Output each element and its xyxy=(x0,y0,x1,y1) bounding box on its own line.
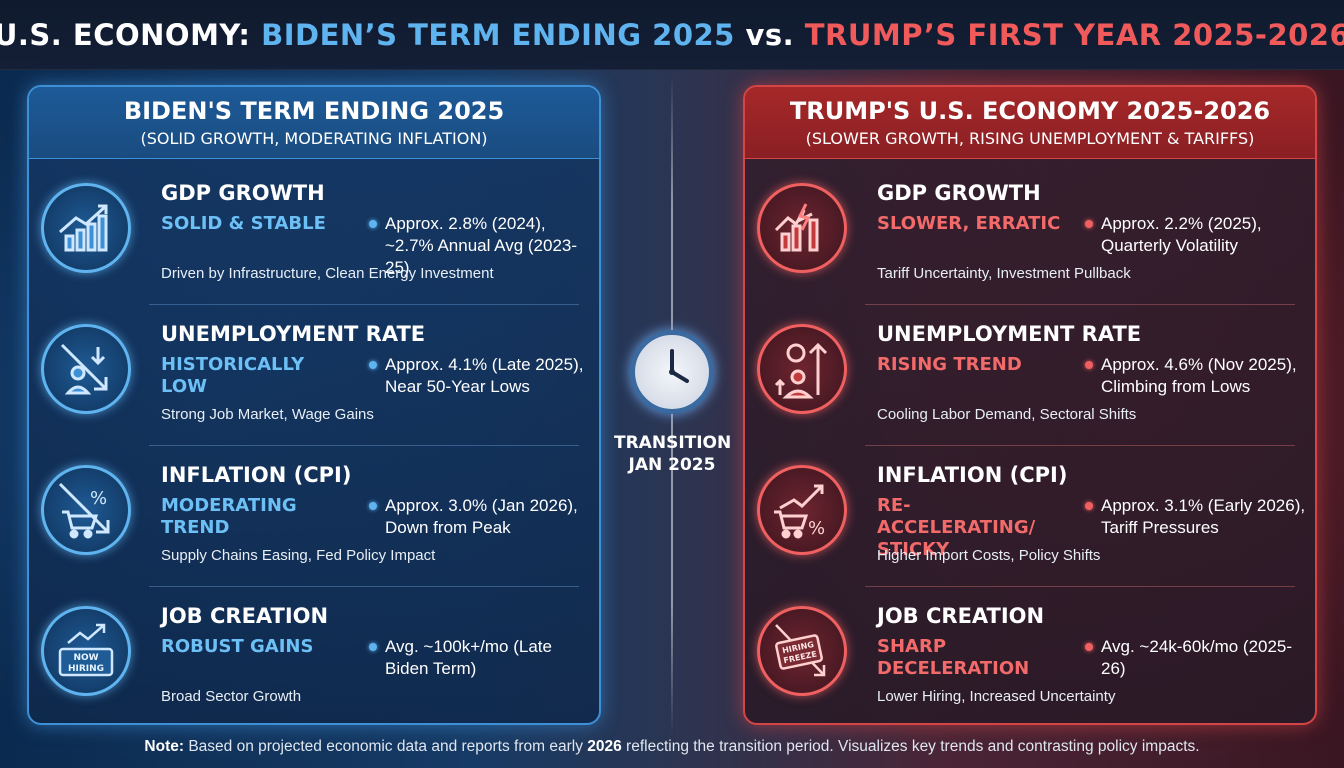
driver-text: Higher Import Costs, Policy Shifts xyxy=(877,547,1101,564)
svg-text:%: % xyxy=(90,488,107,509)
footer-note: Note: Based on projected economic data a… xyxy=(0,738,1344,756)
status-label: RISING TREND xyxy=(877,354,1022,375)
status-label: HISTORICALLY LOW xyxy=(161,354,305,397)
detail-value: Approx. 3.0% (Jan 2026), Down from Peak xyxy=(385,496,578,537)
trump-row-inflation: % INFLATION (CPI) RE-ACCELERATING/ STICK… xyxy=(745,447,1315,587)
cart-percent-up-icon: % xyxy=(757,465,847,555)
status-label: ROBUST GAINS xyxy=(161,636,314,657)
metric-title: JOB CREATION xyxy=(161,604,329,628)
trump-panel-header: TRUMP'S U.S. ECONOMY 2025-2026 (SLOWER G… xyxy=(745,87,1315,159)
cart-percent-down-icon: % xyxy=(41,465,131,555)
metric-title: UNEMPLOYMENT RATE xyxy=(161,322,426,346)
now-hiring-sign-icon: NOW HIRING xyxy=(41,606,131,696)
driver-text: Broad Sector Growth xyxy=(161,688,302,705)
driver-text: Driven by Infrastructure, Clean Energy I… xyxy=(161,265,494,282)
detail-value: Avg. ~24k-60k/mo (2025-26) xyxy=(1101,637,1293,678)
svg-text:%: % xyxy=(808,518,825,539)
row-separator xyxy=(149,304,579,305)
trump-panel-title: TRUMP'S U.S. ECONOMY 2025-2026 xyxy=(789,97,1271,125)
bullet-dot xyxy=(1085,502,1093,510)
status-label: RE-ACCELERATING/ STICKY xyxy=(877,495,1036,560)
detail-value: Approx. 4.6% (Nov 2025), Climbing from L… xyxy=(1101,355,1297,396)
trump-panel-subtitle: (SLOWER GROWTH, RISING UNEMPLOYMENT & TA… xyxy=(805,129,1255,148)
row-separator xyxy=(865,304,1295,305)
biden-row-unemployment: UNEMPLOYMENT RATE HISTORICALLY LOW Appro… xyxy=(29,306,599,446)
hiring-freeze-sign-icon: HIRING FREEZE xyxy=(757,606,847,696)
row-separator xyxy=(865,586,1295,587)
metric-title: INFLATION (CPI) xyxy=(877,463,1068,487)
trump-panel: TRUMP'S U.S. ECONOMY 2025-2026 (SLOWER G… xyxy=(743,85,1317,725)
page-header: U.S. ECONOMY: BIDEN’S TERM ENDING 2025 v… xyxy=(0,0,1344,70)
detail-text: Approx. 2.8% (2024), ~2.7% Annual Avg (2… xyxy=(369,213,599,279)
metric-title: UNEMPLOYMENT RATE xyxy=(877,322,1142,346)
detail-value: Approx. 2.2% (2025), Quarterly Volatilit… xyxy=(1101,214,1262,255)
driver-text: Supply Chains Easing, Fed Policy Impact xyxy=(161,547,436,564)
detail-text: Avg. ~24k-60k/mo (2025-26) xyxy=(1085,636,1315,680)
worker-down-arrow-icon xyxy=(41,324,131,414)
row-separator xyxy=(149,445,579,446)
detail-value: Approx. 2.8% (2024), ~2.7% Annual Avg (2… xyxy=(385,214,578,277)
bullet-dot xyxy=(1085,220,1093,228)
driver-text: Tariff Uncertainty, Investment Pullback xyxy=(877,265,1131,282)
status-label: SHARP DECELERATION xyxy=(877,636,1030,679)
metric-title: GDP GROWTH xyxy=(877,181,1041,205)
driver-text: Cooling Labor Demand, Sectoral Shifts xyxy=(877,406,1137,423)
status-label: MODERATING TREND xyxy=(161,495,297,538)
note-year: 2026 xyxy=(587,738,622,755)
biden-row-inflation: % INFLATION (CPI) MODERATING TREND Appro… xyxy=(29,447,599,587)
detail-text: Approx. 2.2% (2025), Quarterly Volatilit… xyxy=(1085,213,1315,257)
biden-panel-header: BIDEN'S TERM ENDING 2025 (SOLID GROWTH, … xyxy=(29,87,599,159)
trump-row-gdp: GDP GROWTH SLOWER, ERRATIC Approx. 2.2% … xyxy=(745,165,1315,305)
detail-text: Approx. 3.1% (Early 2026), Tariff Pressu… xyxy=(1085,495,1315,539)
biden-panel-title: BIDEN'S TERM ENDING 2025 xyxy=(123,97,505,125)
title-part-trump: TRUMP’S FIRST YEAR 2025-2026 xyxy=(804,17,1344,52)
status-label: SOLID & STABLE xyxy=(161,213,326,234)
sign-text: NOW xyxy=(73,653,98,663)
row-separator xyxy=(865,445,1295,446)
transition-marker: TRANSITION JAN 2025 xyxy=(614,330,732,476)
trump-row-unemployment: UNEMPLOYMENT RATE RISING TREND Approx. 4… xyxy=(745,306,1315,446)
title-part-economy: U.S. ECONOMY: xyxy=(0,17,262,52)
clock-icon xyxy=(630,330,714,414)
note-label: Note: xyxy=(144,738,185,755)
detail-text: Approx. 4.1% (Late 2025), Near 50-Year L… xyxy=(369,354,599,398)
note-text-a: Based on projected economic data and rep… xyxy=(184,738,588,755)
note-text-b: reflecting the transition period. Visual… xyxy=(621,738,1200,755)
title-part-vs: vs. xyxy=(734,17,805,52)
chart-up-icon xyxy=(41,183,131,273)
detail-text: Approx. 4.6% (Nov 2025), Climbing from L… xyxy=(1085,354,1315,398)
detail-value: Approx. 4.1% (Late 2025), Near 50-Year L… xyxy=(385,355,584,396)
transition-label: TRANSITION JAN 2025 xyxy=(614,433,732,475)
biden-row-jobs: NOW HIRING JOB CREATION ROBUST GAINS Avg… xyxy=(29,588,599,728)
trump-row-jobs: HIRING FREEZE JOB CREATION SHARP DECELER… xyxy=(745,588,1315,728)
detail-value: Approx. 3.1% (Early 2026), Tariff Pressu… xyxy=(1101,496,1306,537)
bullet-dot xyxy=(369,502,377,510)
page-title: U.S. ECONOMY: BIDEN’S TERM ENDING 2025 v… xyxy=(0,18,1344,52)
row-separator xyxy=(149,586,579,587)
metric-title: JOB CREATION xyxy=(877,604,1045,628)
metric-title: INFLATION (CPI) xyxy=(161,463,352,487)
driver-text: Lower Hiring, Increased Uncertainty xyxy=(877,688,1116,705)
biden-panel: BIDEN'S TERM ENDING 2025 (SOLID GROWTH, … xyxy=(27,85,601,725)
bullet-dot xyxy=(369,643,377,651)
detail-value: Avg. ~100k+/mo (Late Biden Term) xyxy=(385,637,552,678)
bullet-dot xyxy=(369,220,377,228)
sign-text: HIRING xyxy=(68,664,104,674)
bullet-dot xyxy=(1085,361,1093,369)
biden-panel-subtitle: (SOLID GROWTH, MODERATING INFLATION) xyxy=(140,129,488,148)
bullet-dot xyxy=(1085,643,1093,651)
status-label: SLOWER, ERRATIC xyxy=(877,213,1061,234)
biden-row-gdp: GDP GROWTH SOLID & STABLE Approx. 2.8% (… xyxy=(29,165,599,305)
detail-text: Approx. 3.0% (Jan 2026), Down from Peak xyxy=(369,495,599,539)
detail-text: Avg. ~100k+/mo (Late Biden Term) xyxy=(369,636,599,680)
driver-text: Strong Job Market, Wage Gains xyxy=(161,406,374,423)
bullet-dot xyxy=(369,361,377,369)
title-part-biden: BIDEN’S TERM ENDING 2025 xyxy=(261,17,735,52)
broken-chart-icon xyxy=(757,183,847,273)
metric-title: GDP GROWTH xyxy=(161,181,325,205)
worker-up-arrow-icon xyxy=(757,324,847,414)
